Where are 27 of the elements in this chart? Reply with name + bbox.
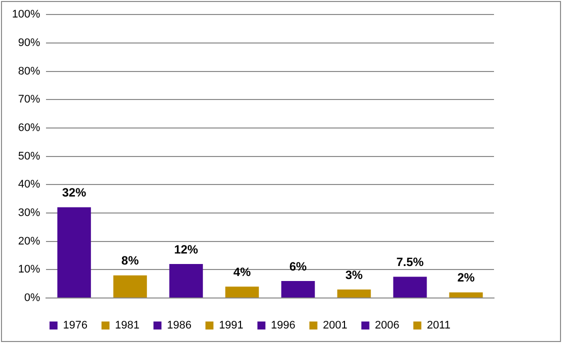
- data-label: 3%: [345, 268, 364, 282]
- data-label: 8%: [121, 254, 140, 268]
- y-tick-label: 10%: [18, 264, 40, 276]
- legend-label: 1976: [63, 320, 88, 332]
- y-tick-label: 50%: [18, 150, 40, 162]
- y-tick-label: 20%: [18, 235, 40, 248]
- y-tick-label: 60%: [18, 122, 40, 134]
- data-label: 4%: [233, 264, 252, 279]
- legend-label: 1996: [270, 320, 296, 332]
- data-label: 2%: [457, 270, 476, 285]
- legend-label: 2011: [426, 320, 450, 332]
- legend-label: 1991: [218, 320, 244, 332]
- y-tick-label: 30%: [18, 207, 40, 220]
- legend-label: 1986: [166, 320, 192, 332]
- y-tick-label: 70%: [18, 94, 40, 106]
- legend-label: 2006: [374, 320, 400, 332]
- y-tick-label: 100%: [12, 8, 40, 21]
- y-tick-label: 90%: [18, 36, 40, 49]
- data-label: 6%: [289, 259, 308, 274]
- data-label: 32%: [62, 186, 86, 200]
- data-label: 12%: [174, 242, 198, 256]
- legend-label: 2001: [322, 320, 348, 332]
- y-tick-label: 80%: [18, 65, 40, 78]
- data-label: 7.5%: [396, 255, 424, 270]
- y-tick-label: 0%: [24, 292, 40, 304]
- y-tick-label: 40%: [18, 178, 40, 191]
- legend-label: 1981: [114, 320, 140, 332]
